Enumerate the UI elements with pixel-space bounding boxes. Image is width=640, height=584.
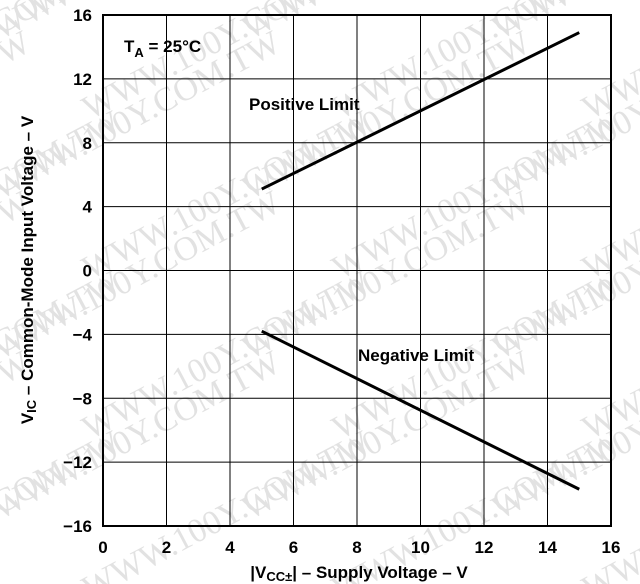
x-tick-label: 6	[289, 538, 298, 557]
x-tick-label: 16	[602, 538, 621, 557]
y-axis-title: VIC – Common-Mode Input Voltage – V	[18, 115, 39, 424]
y-tick-label: 0	[83, 262, 92, 281]
annotation-layer: TA = 25°C Positive Limit Negative Limit	[124, 37, 475, 365]
tick-label-layer: 0 2 4 6 8 10 12 14 16 16 12 8 4 0 −4 −8 −12 −16	[63, 6, 620, 557]
positive-limit-line	[261, 31, 580, 191]
y-tick-label: −16	[63, 517, 92, 536]
series-label-positive: Positive Limit	[249, 95, 360, 114]
plot-frame	[102, 14, 612, 527]
x-tick-label: 8	[352, 538, 361, 557]
x-tick-label: 2	[162, 538, 171, 557]
y-tick-label: −8	[73, 389, 92, 408]
y-tick-label: 16	[73, 6, 92, 25]
temperature-annotation: TA = 25°C	[124, 37, 201, 60]
x-tick-label: 14	[538, 538, 557, 557]
y-tick-label: −12	[63, 453, 92, 472]
y-tick-label: 4	[83, 198, 93, 217]
x-tick-label: 0	[98, 538, 107, 557]
negative-limit-line	[261, 329, 580, 491]
x-tick-label: 10	[411, 538, 430, 557]
series-label-negative: Negative Limit	[358, 346, 475, 365]
x-axis-title: |VCC±| – Supply Voltage – V	[250, 563, 468, 584]
x-tick-label: 12	[475, 538, 494, 557]
series-layer	[261, 31, 580, 491]
x-tick-label: 4	[225, 538, 235, 557]
y-tick-label: −4	[73, 325, 93, 344]
y-tick-label: 12	[73, 70, 92, 89]
y-tick-label: 8	[83, 134, 92, 153]
